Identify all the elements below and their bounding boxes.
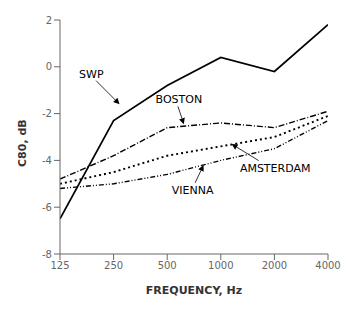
svg-text:VIENNA: VIENNA <box>172 184 214 197</box>
svg-text:-2: -2 <box>42 108 52 119</box>
svg-text:4000: 4000 <box>315 260 340 271</box>
svg-text:SWP: SWP <box>79 68 104 81</box>
svg-text:FREQUENCY, Hz: FREQUENCY, Hz <box>146 284 242 297</box>
svg-text:1000: 1000 <box>208 260 233 271</box>
svg-text:2000: 2000 <box>262 260 287 271</box>
svg-text:C80, dB: C80, dB <box>16 119 29 167</box>
svg-text:250: 250 <box>104 260 123 271</box>
svg-text:500: 500 <box>158 260 177 271</box>
svg-text:0: 0 <box>46 61 52 72</box>
svg-text:-8: -8 <box>42 249 52 260</box>
svg-text:-6: -6 <box>42 202 52 213</box>
svg-text:BOSTON: BOSTON <box>156 93 203 106</box>
svg-text:2: 2 <box>46 15 52 26</box>
svg-text:125: 125 <box>50 260 69 271</box>
svg-text:AMSTERDAM: AMSTERDAM <box>240 162 311 175</box>
svg-text:-4: -4 <box>42 155 52 166</box>
